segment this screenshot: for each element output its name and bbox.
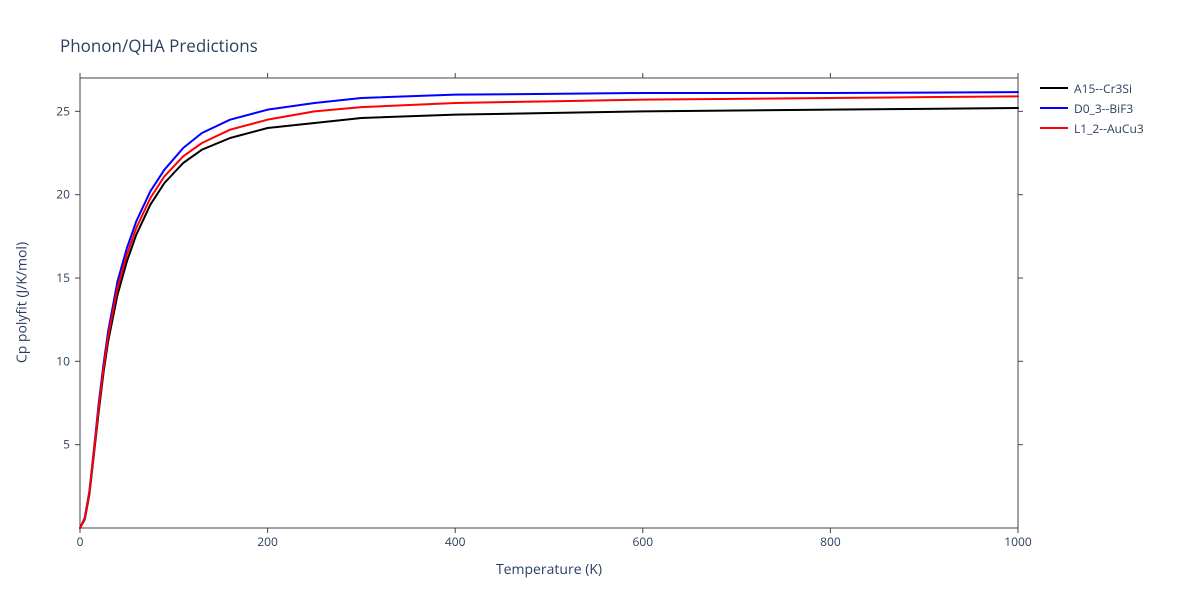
x-tick-label: 600 [633,533,654,550]
x-tick-label: 800 [820,533,841,550]
chart-plot[interactable]: 0 200 400 600 800 1000 5 10 15 20 25 [0,0,1200,600]
y-tick-label: 20 [56,186,70,203]
legend-item[interactable]: L1_2--AuCu3 [1040,118,1144,138]
y-tick-label: 5 [63,436,70,453]
legend-swatch [1040,87,1068,89]
x-axis-label: Temperature (K) [80,560,1018,579]
y-tick-label: 25 [56,102,70,119]
plot-border [80,78,1018,528]
legend-item[interactable]: A15--Cr3Si [1040,78,1144,98]
legend-swatch [1040,127,1068,129]
legend: A15--Cr3Si D0_3--BiF3 L1_2--AuCu3 [1040,78,1144,138]
x-tick-label: 1000 [1004,533,1032,550]
series-line[interactable] [80,92,1018,528]
legend-label: D0_3--BiF3 [1074,100,1133,117]
series-line[interactable] [80,108,1018,528]
series-line[interactable] [80,96,1018,528]
y-tick-label: 15 [56,269,70,286]
y-tick-label: 10 [56,352,70,369]
legend-item[interactable]: D0_3--BiF3 [1040,98,1144,118]
x-tick-label: 200 [257,533,278,550]
legend-label: L1_2--AuCu3 [1074,120,1144,137]
chart-container: Phonon/QHA Predictions 02004006008001000… [0,0,1200,600]
x-tick-label: 0 [77,533,84,550]
y-axis-label: Cp polyfit (J/K/mol) [13,203,32,403]
legend-swatch [1040,107,1068,109]
legend-label: A15--Cr3Si [1074,80,1132,97]
x-tick-label: 400 [445,533,466,550]
